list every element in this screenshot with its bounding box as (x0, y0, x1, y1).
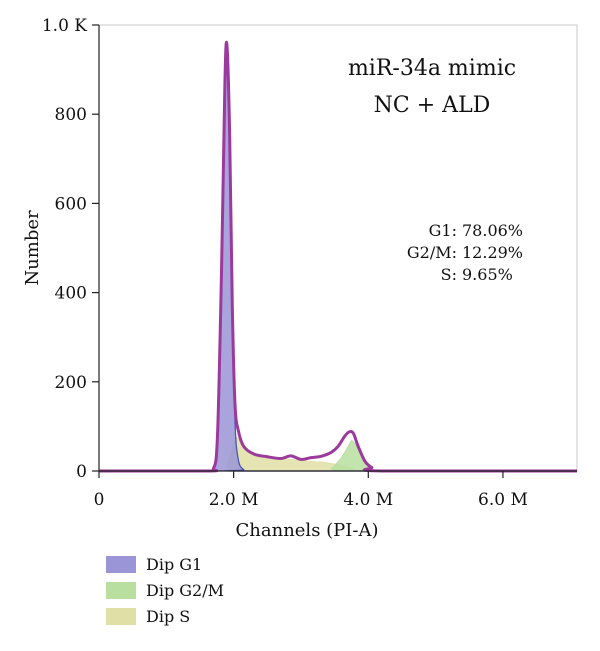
x-tick-label: 0 (94, 490, 105, 510)
y-tick-label: 0 (76, 462, 87, 482)
annotation-title-line-2: NC + ALD (374, 93, 491, 118)
ticks-layer: 0 200 400 600 800 1.0 K 0 2.0 M 4.0 M 6.0 M (42, 16, 528, 510)
legend-swatch-dip-s (106, 608, 136, 625)
y-tick-label: 1.0 K (42, 16, 87, 36)
stat-value-g1: 78.06% (462, 221, 523, 240)
x-tick-label: 6.0 M (478, 490, 528, 510)
annotation-title-line-1: miR-34a mimic (348, 56, 516, 81)
legend: Dip G1 Dip G2/M Dip S (106, 555, 224, 626)
y-tick-label: 600 (55, 194, 87, 214)
stat-label-g2m: G2/M: (407, 243, 457, 262)
y-tick-label: 400 (55, 284, 87, 304)
stat-value-g2m: 12.29% (462, 243, 523, 262)
y-tick-label: 200 (55, 373, 87, 393)
stat-label-g1: G1: (429, 221, 457, 240)
axes-layer (98, 25, 577, 472)
x-tick-label: 4.0 M (343, 490, 393, 510)
legend-swatch-dip-g1 (106, 556, 136, 573)
phase-stats: G1: 78.06% G2/M: 12.29% S: 9.65% (407, 221, 523, 284)
x-axis-title: Channels (PI-A) (236, 520, 379, 541)
stat-value-s: 9.65% (462, 265, 513, 284)
total-histogram-curve (99, 40, 577, 473)
legend-label-dip-g2m: Dip G2/M (146, 581, 224, 600)
legend-swatch-dip-g2m (106, 582, 136, 599)
stat-label-s: S: (441, 265, 457, 284)
legend-label-dip-s: Dip S (146, 607, 190, 626)
x-tick-label: 2.0 M (209, 490, 259, 510)
legend-label-dip-g1: Dip G1 (146, 555, 202, 574)
y-tick-label: 800 (55, 105, 87, 125)
y-axis-title: Number (22, 210, 43, 286)
